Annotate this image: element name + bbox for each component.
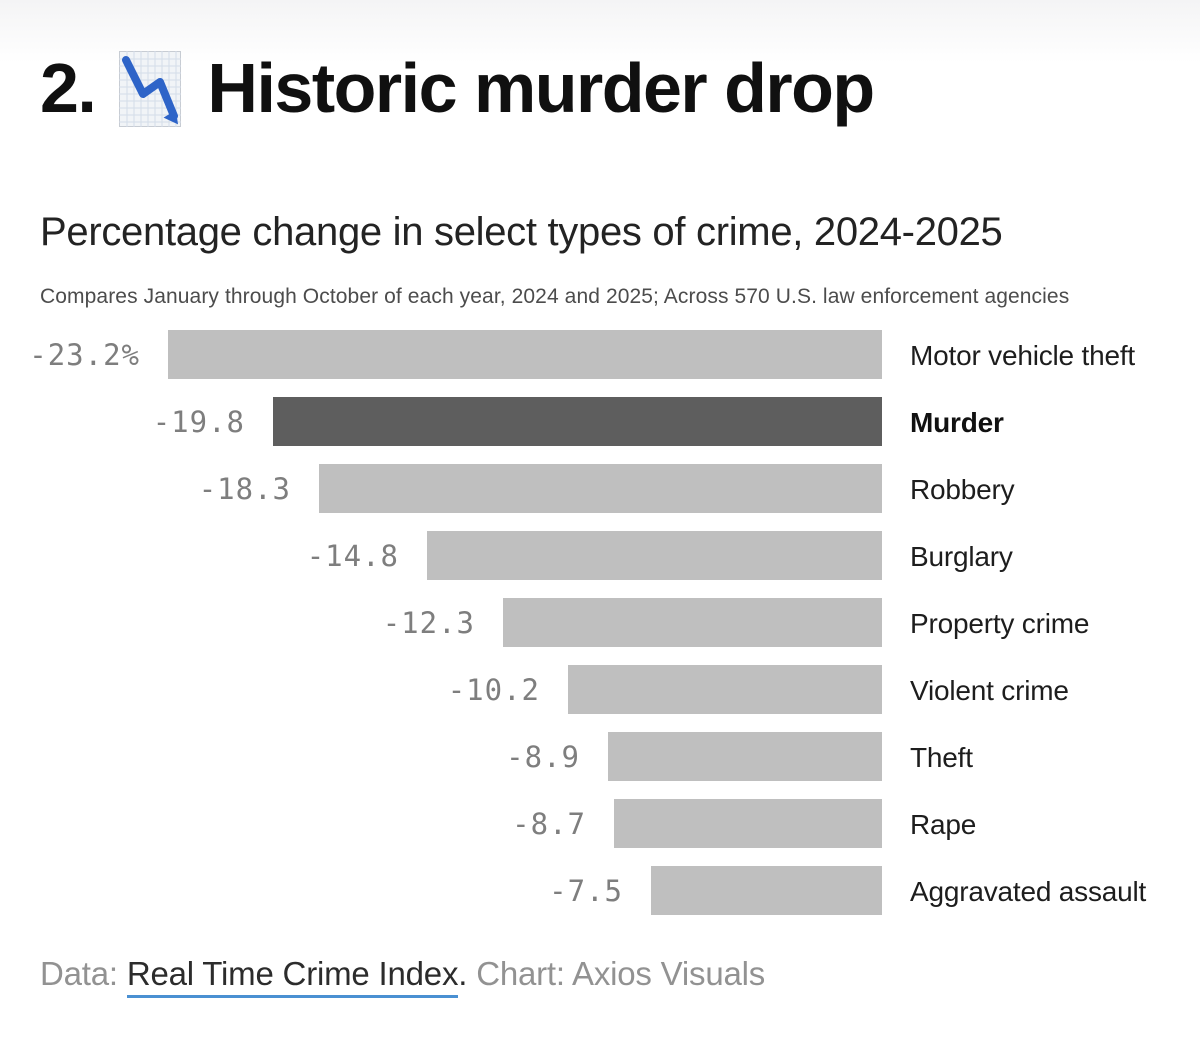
bar-row: -8.7 Rape [40,799,1160,848]
bar-value-label: -8.9 [506,740,580,774]
bar [651,866,882,915]
bar-category-label: Robbery [910,474,1015,505]
bar-chart: -23.2% Motor vehicle theft -19.8 Murder -18.… [29,330,1160,933]
bar-highlighted [273,397,882,446]
bar [568,665,882,714]
bar [427,531,882,580]
bar-value-label: -10.2 [447,673,540,707]
article: 2. Historic murder drop Percentage chang… [0,50,1200,998]
bar-row: -12.3 Property crime [40,598,1160,647]
chart-caption: Compares January through October of each… [40,285,1070,308]
item-number: 2. [40,49,97,127]
page-title-text: Historic murder drop [207,49,875,127]
bar [319,464,882,513]
chart-decreasing-emoji [119,50,182,127]
bar-value-label: -19.8 [152,405,245,439]
source-link[interactable]: Real Time Crime Index [126,955,458,998]
bar-row: -8.9 Theft [40,732,1160,781]
bar-row: -19.8 Murder [40,397,1160,446]
bar [503,598,882,647]
bar-value-label: -12.3 [382,606,475,640]
bar-row: -7.5 Aggravated assault [40,866,1160,915]
bar-category-label: Murder [910,407,1004,438]
chart-title: Percentage change in select types of cri… [40,210,1003,254]
bar [608,732,882,781]
bar-category-label: Motor vehicle theft [910,340,1135,371]
bar-value-label: -7.5 [549,874,623,908]
bar-value-label: -8.7 [512,807,586,841]
source-line: Data: Real Time Crime Index. Chart: Axio… [40,955,1160,998]
bar-category-label: Theft [910,742,973,773]
bar-row: -23.2% Motor vehicle theft [29,330,1160,379]
bar-row: -18.3 Robbery [40,464,1160,513]
bar-value-label: -23.2% [29,338,140,372]
bar [614,799,882,848]
separator-period: . [458,955,468,992]
bar-value-label: -14.8 [306,539,399,573]
bar-category-label: Violent crime [910,675,1069,706]
bar-row: -10.2 Violent crime [40,665,1160,714]
chart-credit-label: Chart: Axios Visuals [467,955,766,992]
bar [168,330,882,379]
page-title: 2. Historic murder drop [40,50,1160,127]
bar-category-label: Property crime [910,608,1090,639]
data-prefix-label: Data: [40,955,127,992]
bar-category-label: Burglary [910,541,1013,572]
bar-row: -14.8 Burglary [40,531,1160,580]
bar-value-label: -18.3 [198,472,291,506]
bar-category-label: Rape [910,809,977,840]
bar-category-label: Aggravated assault [910,876,1147,907]
